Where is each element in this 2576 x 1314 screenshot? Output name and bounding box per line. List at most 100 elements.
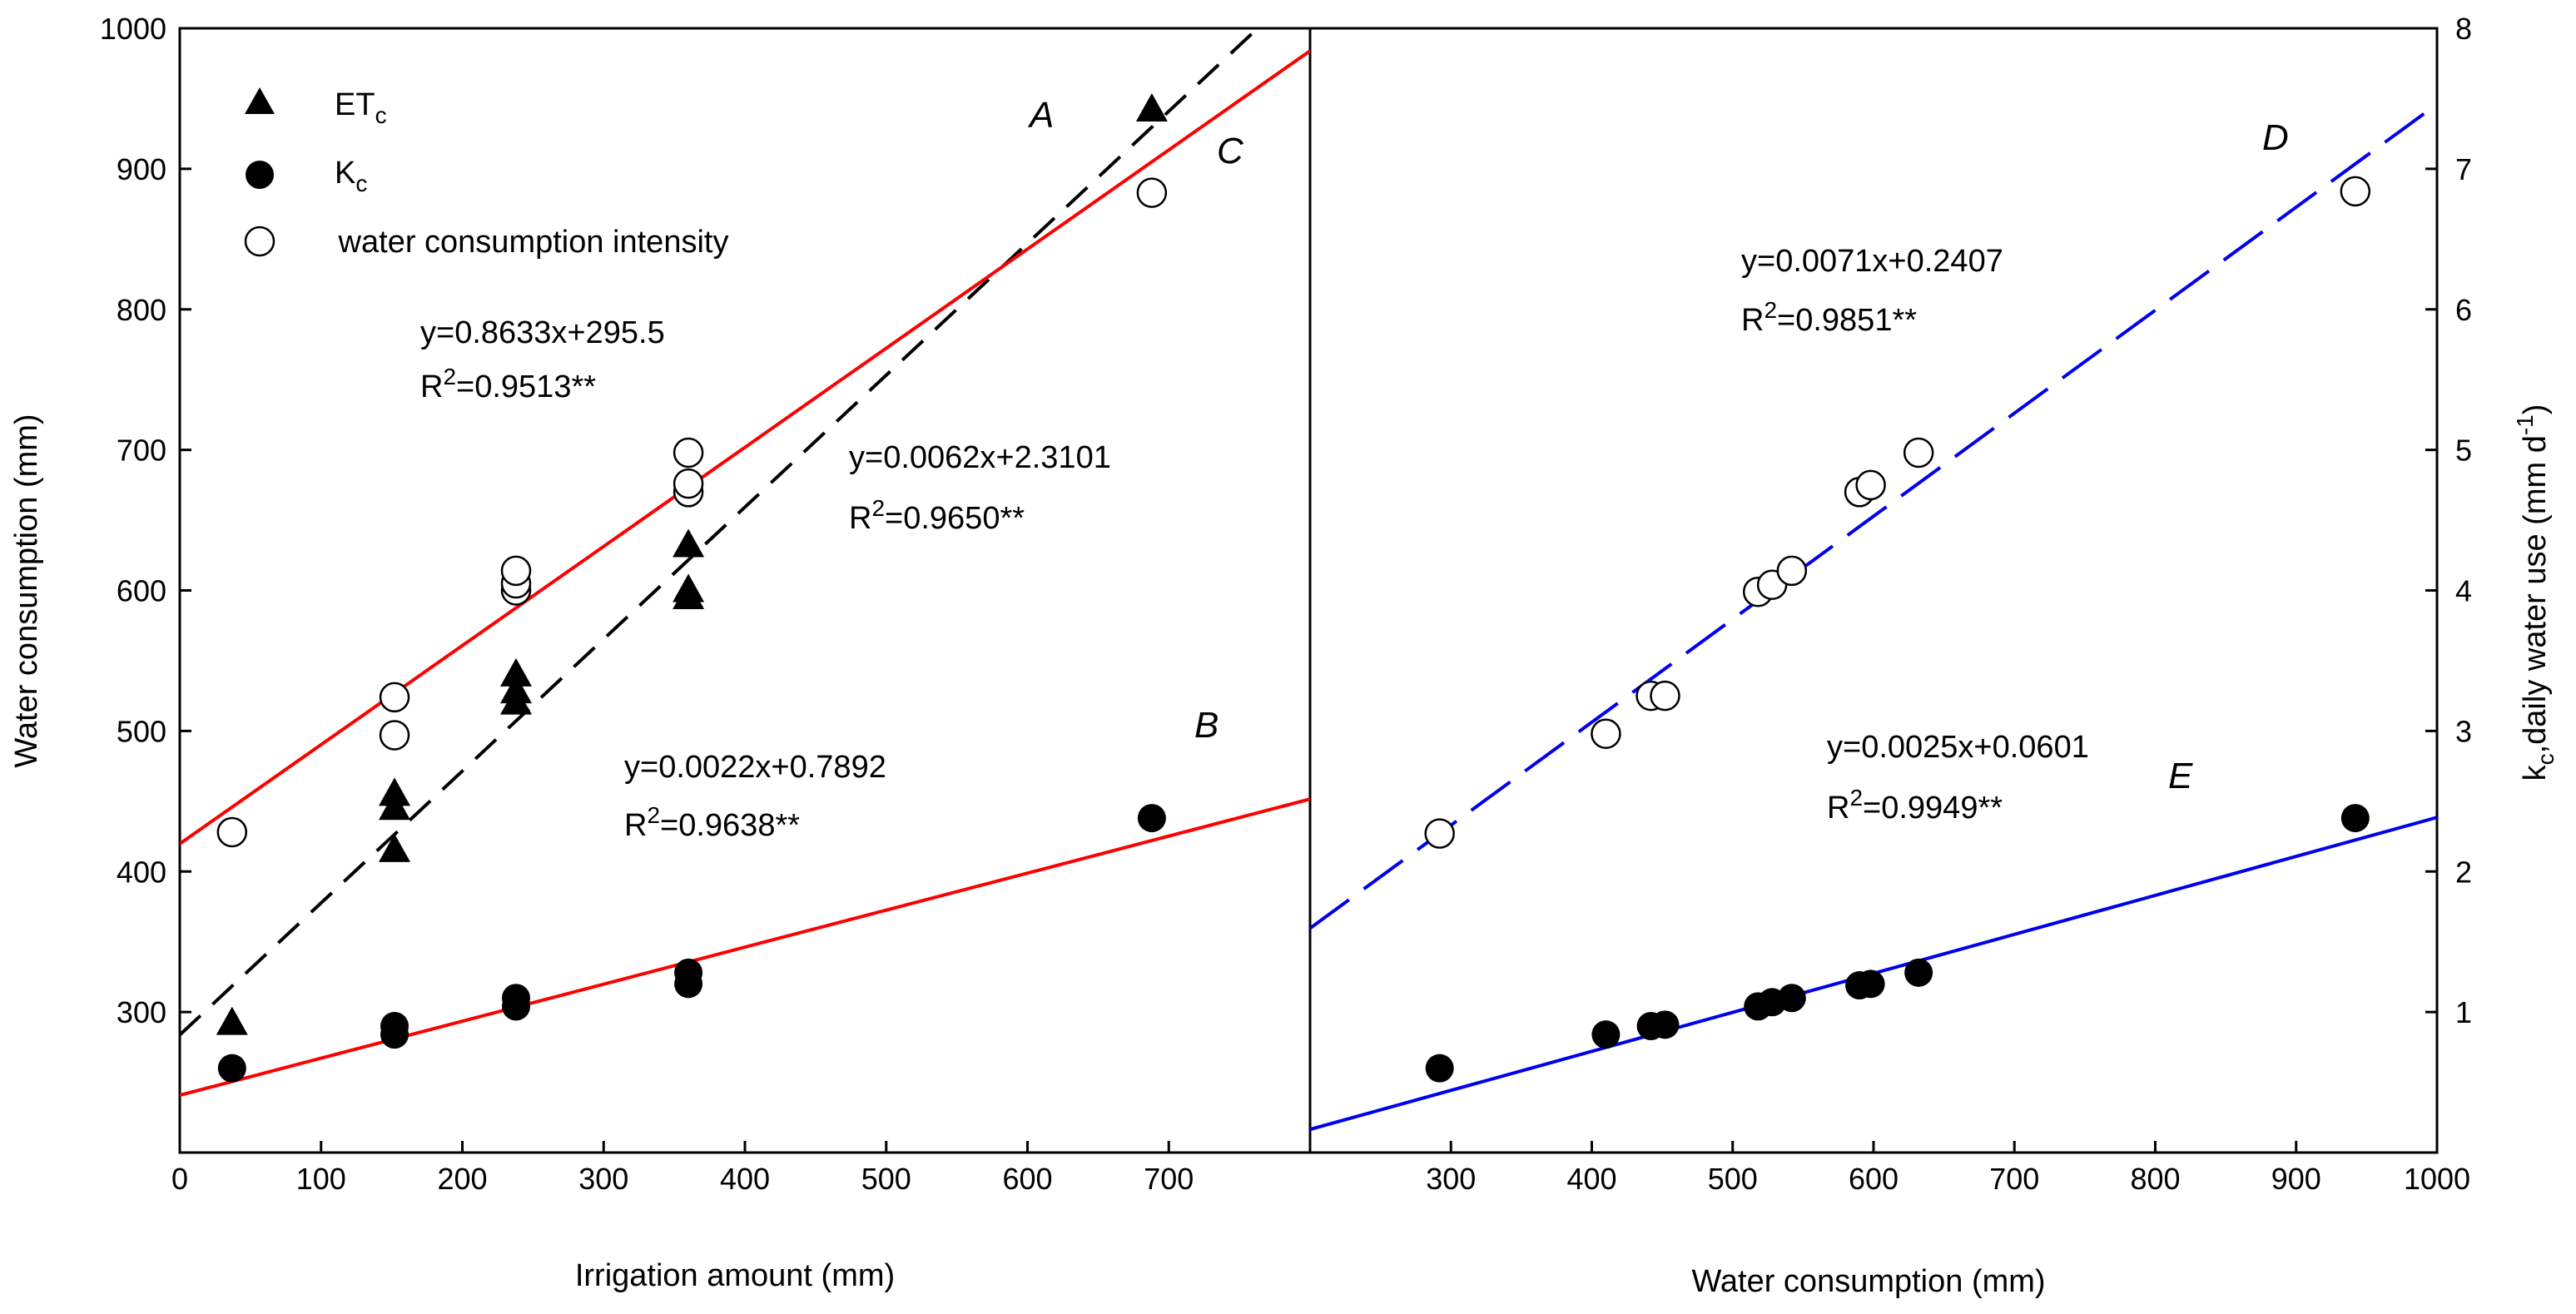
right-y-tick-label: 7 bbox=[2455, 152, 2472, 186]
left-y-axis-title: Water consumption (mm) bbox=[9, 414, 44, 767]
point-etc bbox=[673, 528, 705, 558]
point-kc bbox=[1650, 1010, 1680, 1039]
right-y-tick-label: 8 bbox=[2455, 12, 2472, 46]
point-water-consumption-intensity bbox=[379, 682, 410, 713]
right-y-tick-label: 1 bbox=[2455, 995, 2472, 1029]
point-etc bbox=[379, 777, 411, 806]
right-y-tick-label: 3 bbox=[2455, 714, 2472, 748]
left-y-tick-label: 900 bbox=[117, 152, 166, 186]
left-y-tick-label: 700 bbox=[117, 434, 166, 468]
left-panel-ticks: 0 100 200 300 400 500 600 700 300 400 500 600 700 800… bbox=[100, 12, 1194, 1196]
right-x-tick-label: 800 bbox=[2130, 1162, 2180, 1196]
left-x-tick-label: 400 bbox=[720, 1162, 770, 1196]
right-x-tick-label: 600 bbox=[1849, 1162, 1898, 1196]
point-water-consumption-intensity bbox=[379, 720, 410, 751]
equation-b-r2: R2=0.9638** bbox=[624, 802, 800, 843]
point-water-consumption-intensity bbox=[673, 437, 704, 469]
left-x-tick-label: 0 bbox=[171, 1162, 188, 1196]
right-y-title-sub: c bbox=[2533, 753, 2559, 765]
point-etc bbox=[216, 1006, 248, 1035]
left-x-tick-label: 300 bbox=[578, 1162, 628, 1196]
legend-kc-label: Kc bbox=[335, 156, 367, 196]
left-y-tick-label: 800 bbox=[117, 293, 166, 327]
point-etc bbox=[379, 833, 411, 862]
right-x-tick-label: 300 bbox=[1426, 1162, 1476, 1196]
right-y-title-sup: -1 bbox=[2512, 414, 2538, 435]
point-kc bbox=[217, 1054, 246, 1083]
equation-c-r2: R2=0.9513** bbox=[420, 364, 596, 404]
left-y-tick-label: 600 bbox=[117, 574, 166, 608]
point-etc bbox=[1135, 92, 1168, 121]
point-kc bbox=[502, 984, 531, 1013]
left-panel-points bbox=[216, 92, 1168, 1083]
equation-b-line1: y=0.0022x+0.7892 bbox=[624, 750, 886, 785]
legend-filled-circle-marker bbox=[246, 161, 274, 189]
point-kc bbox=[1425, 1054, 1454, 1083]
equation-e-r2-value: =0.9949** bbox=[1863, 791, 2003, 826]
point-water-consumption-intensity bbox=[673, 468, 704, 499]
right-y-tick-label: 5 bbox=[2455, 434, 2472, 468]
left-y-tick-label: 500 bbox=[117, 714, 166, 748]
point-water-consumption-intensity bbox=[1650, 680, 1680, 712]
left-y-tick-label: 300 bbox=[117, 995, 166, 1029]
right-x-axis-title: Water consumption (mm) bbox=[1691, 1264, 2045, 1299]
right-y-axis-title: kc,daily water use (mm d-1) bbox=[2512, 404, 2559, 781]
left-panel-fit-lines bbox=[180, 28, 1310, 1098]
point-etc bbox=[673, 573, 705, 602]
left-x-axis-title: Irrigation amount (mm) bbox=[575, 1258, 895, 1293]
line-label-e: E bbox=[2168, 756, 2193, 796]
fit-line-b bbox=[180, 797, 1310, 1098]
legend-kc-main: K bbox=[335, 156, 355, 191]
left-x-tick-label: 100 bbox=[296, 1162, 346, 1196]
right-y-title-main: k bbox=[2518, 764, 2553, 781]
right-y-title-rest: ,daily water use (mm d bbox=[2518, 435, 2553, 753]
right-y-title-end: ) bbox=[2518, 404, 2553, 415]
right-panel-ticks: 300 400 500 600 700 800 900 1000 1 2 3 4 5 6 7 8 bbox=[1426, 12, 2472, 1196]
equation-d-r2-sup: 2 bbox=[1764, 297, 1777, 323]
equation-a-r2-sup: 2 bbox=[871, 495, 885, 521]
left-x-tick-label: 200 bbox=[437, 1162, 487, 1196]
legend-etc-sub: c bbox=[375, 102, 387, 128]
point-kc bbox=[380, 1012, 409, 1041]
right-x-tick-label: 500 bbox=[1708, 1162, 1758, 1196]
left-x-tick-label: 600 bbox=[1002, 1162, 1052, 1196]
right-y-tick-label: 6 bbox=[2455, 293, 2472, 327]
point-etc bbox=[500, 675, 533, 704]
right-panel-points bbox=[1424, 176, 2371, 1083]
point-kc bbox=[2340, 804, 2370, 833]
left-y-tick-label: 1000 bbox=[100, 12, 166, 46]
equation-c-line1: y=0.8633x+295.5 bbox=[420, 315, 665, 350]
fit-line-d bbox=[1310, 102, 2437, 930]
point-water-consumption-intensity bbox=[1855, 469, 1886, 501]
equation-b-r2-value: =0.9638** bbox=[660, 808, 800, 843]
point-water-consumption-intensity bbox=[2340, 176, 2371, 207]
equation-e-r2-sup: 2 bbox=[1849, 785, 1863, 811]
equation-c-r2-sup: 2 bbox=[443, 364, 456, 389]
point-kc bbox=[1137, 804, 1166, 833]
legend-open-circle-marker bbox=[244, 226, 275, 257]
equation-d-r2: R2=0.9851** bbox=[1741, 297, 1917, 338]
equation-b-r2-sup: 2 bbox=[647, 802, 660, 828]
right-y-tick-label: 2 bbox=[2455, 855, 2472, 889]
point-kc bbox=[1591, 1020, 1621, 1049]
right-x-tick-label: 1000 bbox=[2404, 1162, 2470, 1196]
equation-e-line1: y=0.0025x+0.0601 bbox=[1827, 730, 2089, 765]
point-water-consumption-intensity bbox=[216, 816, 248, 848]
point-water-consumption-intensity bbox=[1591, 718, 1621, 750]
equation-c-r2-value: =0.9513** bbox=[456, 369, 596, 404]
right-x-tick-label: 900 bbox=[2271, 1162, 2321, 1196]
fit-line-a bbox=[180, 28, 1260, 1037]
equation-d-line1: y=0.0071x+0.2407 bbox=[1741, 244, 2003, 279]
point-kc bbox=[1777, 984, 1806, 1013]
point-water-consumption-intensity bbox=[500, 555, 532, 587]
point-water-consumption-intensity bbox=[1776, 555, 1808, 587]
point-etc bbox=[500, 657, 533, 687]
point-kc bbox=[1856, 969, 1885, 999]
legend: ETc Kc water consumption intensity bbox=[244, 87, 728, 260]
right-x-tick-label: 400 bbox=[1566, 1162, 1616, 1196]
legend-etc-label: ETc bbox=[335, 87, 387, 128]
line-label-a: A bbox=[1027, 95, 1054, 136]
legend-etc-main: ET bbox=[335, 87, 375, 122]
equation-a-r2: R2=0.9650** bbox=[849, 495, 1025, 536]
left-x-tick-label: 500 bbox=[861, 1162, 911, 1196]
